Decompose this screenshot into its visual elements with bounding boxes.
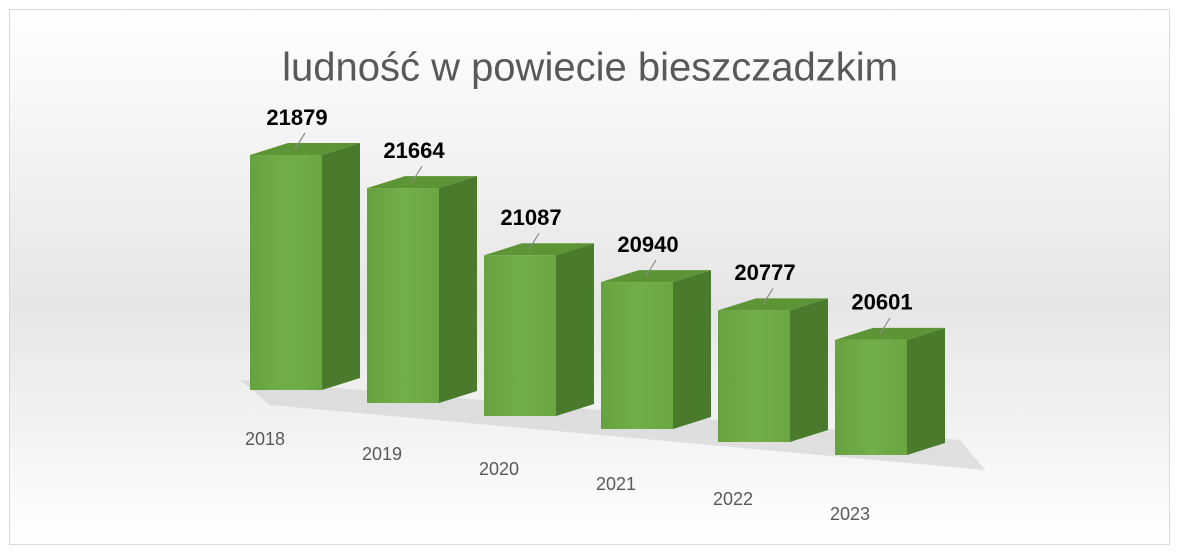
- data-label: 20777: [734, 260, 795, 285]
- data-label: 20940: [617, 232, 678, 257]
- bar-front-shade: [367, 188, 439, 403]
- bar: [484, 243, 594, 416]
- bar-top: [484, 243, 594, 256]
- x-tick-label: 2019: [362, 444, 402, 464]
- bar: [601, 270, 711, 429]
- data-label: 21664: [383, 138, 445, 163]
- bar-side: [322, 143, 360, 390]
- bar-front-shade: [484, 255, 556, 416]
- bar-front-shade: [601, 282, 673, 429]
- leader-line: [879, 317, 891, 335]
- x-tick-label: 2022: [713, 489, 753, 509]
- bar: [835, 327, 945, 455]
- bar-front-shade: [718, 310, 790, 442]
- bar-front-shade: [250, 155, 322, 390]
- bar-side: [673, 270, 711, 429]
- x-tick-label: 2021: [596, 474, 636, 494]
- bar-top: [250, 143, 360, 155]
- bar-top: [601, 270, 711, 283]
- bar-top: [367, 176, 477, 189]
- x-tick-label: 2020: [479, 459, 519, 479]
- data-label: 21087: [500, 205, 561, 230]
- bar: [367, 176, 477, 403]
- data-label: 21879: [266, 105, 327, 130]
- x-tick-label: 2018: [245, 429, 285, 449]
- bar-top: [718, 298, 828, 311]
- leader-line: [528, 232, 540, 250]
- bar-side: [907, 327, 945, 455]
- bar-side: [439, 176, 477, 403]
- leader-line: [411, 165, 423, 183]
- chart-title: ludność w powiecie bieszczadzkim: [282, 46, 898, 90]
- bar-top: [835, 327, 945, 340]
- data-label: 20601: [851, 290, 912, 315]
- bar: [718, 298, 828, 442]
- bar-front-shade: [835, 339, 907, 455]
- bar: [250, 143, 360, 390]
- bar-side: [556, 243, 594, 416]
- leader-line: [762, 288, 774, 305]
- leader-line: [645, 259, 657, 277]
- leader-line: [294, 132, 306, 150]
- x-tick-label: 2023: [830, 504, 870, 524]
- bar-side: [790, 298, 828, 442]
